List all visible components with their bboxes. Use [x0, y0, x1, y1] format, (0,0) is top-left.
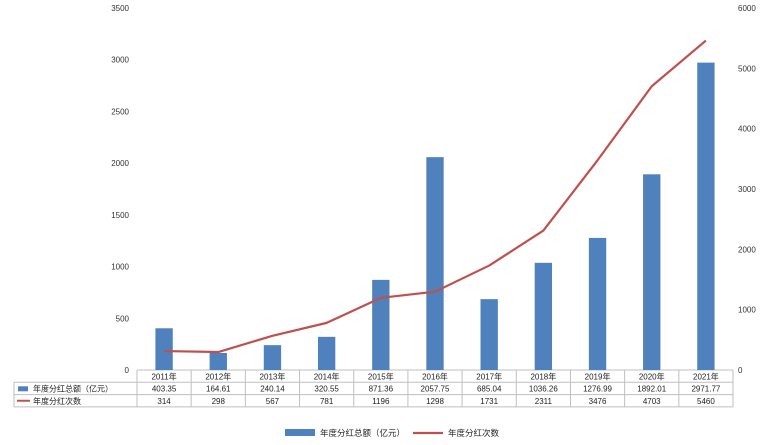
legend-label: 年度分红总额（亿元） [320, 428, 405, 438]
right-tick-label: 2000 [738, 245, 756, 254]
table-legend-key-bar [18, 386, 28, 392]
left-tick-label: 500 [116, 314, 130, 323]
data-label: 2311 [535, 397, 553, 406]
right-tick-label: 1000 [738, 306, 756, 315]
legend: 年度分红总额（亿元） 年度分红次数 [285, 428, 500, 438]
legend-key-bar [285, 429, 315, 436]
category-label: 2012年 [205, 371, 231, 381]
bar [372, 279, 390, 370]
table-series-name: 年度分红总额（亿元） [33, 384, 113, 394]
category-label: 2019年 [585, 371, 611, 381]
category-label: 2020年 [639, 371, 665, 381]
right-tick-label: 5000 [738, 64, 756, 73]
category-label: 2011年 [151, 371, 176, 381]
category-label: 2016年 [422, 371, 448, 381]
data-label: 1036.26 [529, 385, 558, 394]
series-line [164, 39, 707, 354]
data-label: 5460 [697, 397, 715, 406]
bar [534, 262, 553, 370]
data-label: 3476 [589, 397, 607, 406]
data-label: 240.14 [260, 385, 285, 394]
data-label: 1276.99 [583, 385, 612, 394]
data-label: 1298 [426, 397, 444, 406]
legend-label: 年度分红次数 [448, 428, 500, 438]
left-tick-label: 0 [125, 366, 130, 375]
line-series [164, 39, 707, 354]
data-label: 1196 [372, 397, 390, 406]
data-table: 2011年 2012年 2013年 2014年 2015年 2016年 2017年 2018年… [13, 370, 734, 408]
data-label: 314 [157, 397, 171, 406]
data-label: 685.04 [477, 385, 502, 394]
left-tick-label: 3000 [111, 56, 129, 65]
left-tick-label: 1000 [111, 263, 129, 272]
data-label: 1731 [480, 397, 498, 406]
data-label: 2971.77 [691, 385, 720, 394]
data-label: 567 [266, 397, 280, 406]
category-label: 2013年 [260, 371, 286, 381]
bar [643, 174, 661, 370]
data-label: 403.35 [152, 385, 177, 394]
bar [697, 62, 715, 371]
left-tick-label: 2000 [111, 159, 129, 168]
right-tick-label: 4000 [738, 125, 756, 134]
bar [209, 352, 227, 370]
bar [426, 157, 444, 370]
left-tick-label: 1500 [111, 211, 129, 220]
data-label: 781 [320, 397, 334, 406]
bar [480, 299, 498, 370]
table-series-name: 年度分红次数 [33, 396, 81, 406]
bar [155, 328, 173, 370]
left-tick-label: 2500 [111, 107, 129, 116]
bar-series [155, 62, 715, 371]
right-tick-label: 0 [738, 366, 743, 375]
category-label: 2014年 [314, 371, 340, 381]
left-axis-ticks: 0 500 1000 1500 2000 2500 3000 3500 [111, 4, 129, 375]
bar [588, 237, 607, 370]
category-label: 2015年 [368, 371, 394, 381]
data-label: 2057.75 [421, 385, 450, 394]
data-label: 4703 [643, 397, 661, 406]
right-tick-label: 3000 [738, 185, 756, 194]
bar [263, 345, 282, 370]
left-tick-label: 3500 [111, 4, 129, 13]
category-label: 2018年 [530, 371, 556, 381]
category-label: 2021年 [693, 371, 719, 381]
bar [317, 336, 336, 370]
data-label: 320.55 [314, 385, 339, 394]
data-label: 1892.01 [637, 385, 666, 394]
data-label: 164.61 [206, 385, 231, 394]
category-label: 2017年 [476, 371, 502, 381]
right-tick-label: 6000 [738, 4, 756, 13]
right-axis-ticks: 0 1000 2000 3000 4000 5000 6000 [738, 4, 756, 375]
data-label: 298 [212, 397, 226, 406]
data-label: 871.36 [369, 385, 394, 394]
